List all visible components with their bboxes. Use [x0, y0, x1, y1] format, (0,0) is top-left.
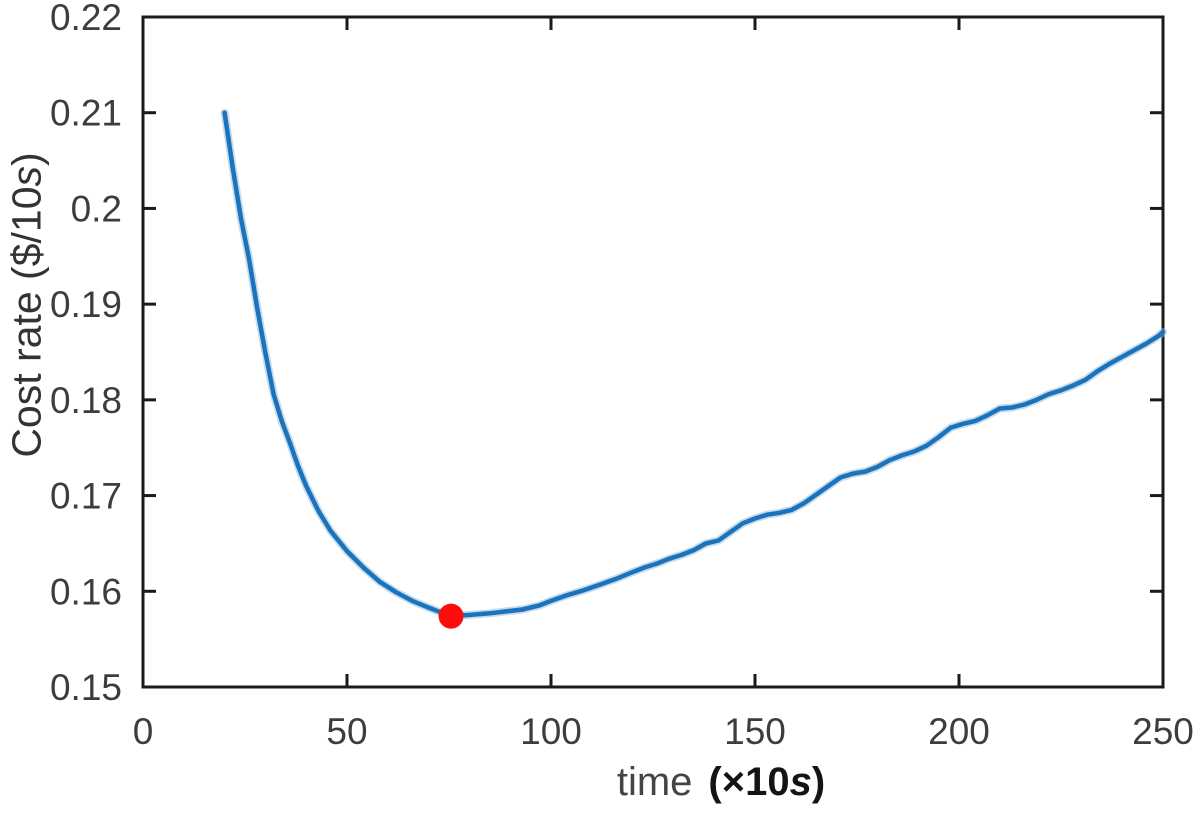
y-tick-label: 0.15	[50, 667, 122, 708]
y-tick-label: 0.22	[50, 0, 122, 38]
x-tick-label: 200	[928, 711, 990, 752]
y-tick-label: 0.2	[71, 188, 122, 229]
plot-frame	[141, 15, 1165, 689]
y-tick-label: 0.18	[50, 380, 122, 421]
x-tick-label: 250	[1132, 711, 1194, 752]
x-tick-label: 50	[326, 711, 367, 752]
y-tick-label: 0.21	[50, 93, 122, 134]
y-tick-label: 0.17	[50, 476, 122, 517]
x-tick-label: 100	[520, 711, 582, 752]
y-tick-label: 0.16	[50, 571, 122, 612]
y-tick-label: 0.19	[50, 284, 122, 325]
cost-rate-curve-halo	[220, 108, 1167, 620]
minimum-point-marker	[438, 603, 464, 629]
x-tick-label: 0	[133, 711, 154, 752]
cost-rate-curve	[222, 110, 1166, 618]
x-tick-label: 150	[724, 711, 786, 752]
